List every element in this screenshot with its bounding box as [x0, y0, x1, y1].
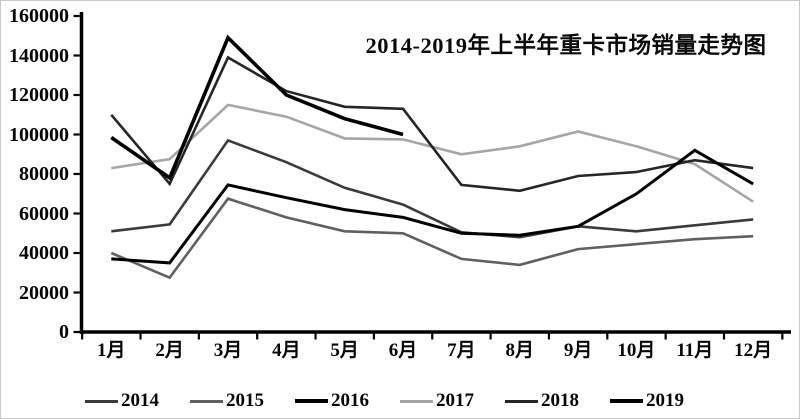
- legend-line-swatch: [190, 399, 223, 403]
- legend-line-swatch: [505, 399, 538, 403]
- x-tick-label: 12月: [734, 340, 773, 361]
- x-tick-label: 8月: [505, 340, 534, 361]
- legend-label: 2015: [226, 390, 264, 411]
- legend-item-2018: 2018: [505, 390, 579, 412]
- x-tick-label: 7月: [447, 340, 476, 361]
- legend-line-swatch: [400, 399, 433, 403]
- y-tick-label: 100000: [9, 123, 69, 146]
- x-tick-label: 5月: [330, 340, 359, 361]
- legend-item-2017: 2017: [400, 390, 474, 412]
- legend-line-swatch: [85, 399, 118, 403]
- x-tick-label: 11月: [676, 340, 714, 361]
- legend-label: 2017: [436, 390, 474, 411]
- series-line-2014: [111, 138, 754, 239]
- legend-label: 2016: [331, 390, 369, 411]
- x-tick-label: 4月: [272, 340, 301, 361]
- y-tick-label: 140000: [9, 44, 69, 67]
- legend-label: 2014: [121, 390, 159, 411]
- x-tick-label: 3月: [213, 340, 243, 361]
- chart-title: 2014-2019年上半年重卡市场销量走势图: [365, 33, 767, 58]
- y-tick-label: 20000: [19, 281, 69, 304]
- y-tick-label: 60000: [19, 202, 69, 225]
- series-line-2017: [111, 103, 754, 203]
- y-tick-label: 80000: [19, 163, 69, 185]
- legend-item-2014: 2014: [85, 390, 159, 412]
- series-line-2015: [110, 197, 754, 280]
- chart-legend: 2014 2015 2016 2017 2018 2019: [85, 389, 765, 413]
- series-line-2018: [110, 55, 754, 193]
- legend-line-swatch: [295, 399, 328, 403]
- y-tick-label: 0: [59, 321, 69, 343]
- series-line-2019: [110, 34, 404, 181]
- x-tick-label: 9月: [563, 340, 593, 361]
- legend-item-2016: 2016: [295, 390, 369, 412]
- x-tick-label: 6月: [388, 340, 418, 361]
- y-tick-label: 120000: [9, 84, 69, 106]
- legend-label: 2019: [646, 390, 684, 411]
- legend-line-swatch: [610, 399, 643, 403]
- x-tick-label: 1月: [97, 340, 126, 361]
- y-tick-label: 40000: [19, 242, 69, 264]
- y-tick-label: 160000: [9, 5, 69, 27]
- legend-item-2019: 2019: [610, 390, 684, 412]
- x-tick-label: 2月: [155, 340, 184, 361]
- legend-label: 2018: [541, 390, 579, 411]
- series-line-2016: [111, 148, 754, 265]
- legend-item-2015: 2015: [190, 390, 264, 412]
- x-tick-label: 10月: [617, 340, 656, 361]
